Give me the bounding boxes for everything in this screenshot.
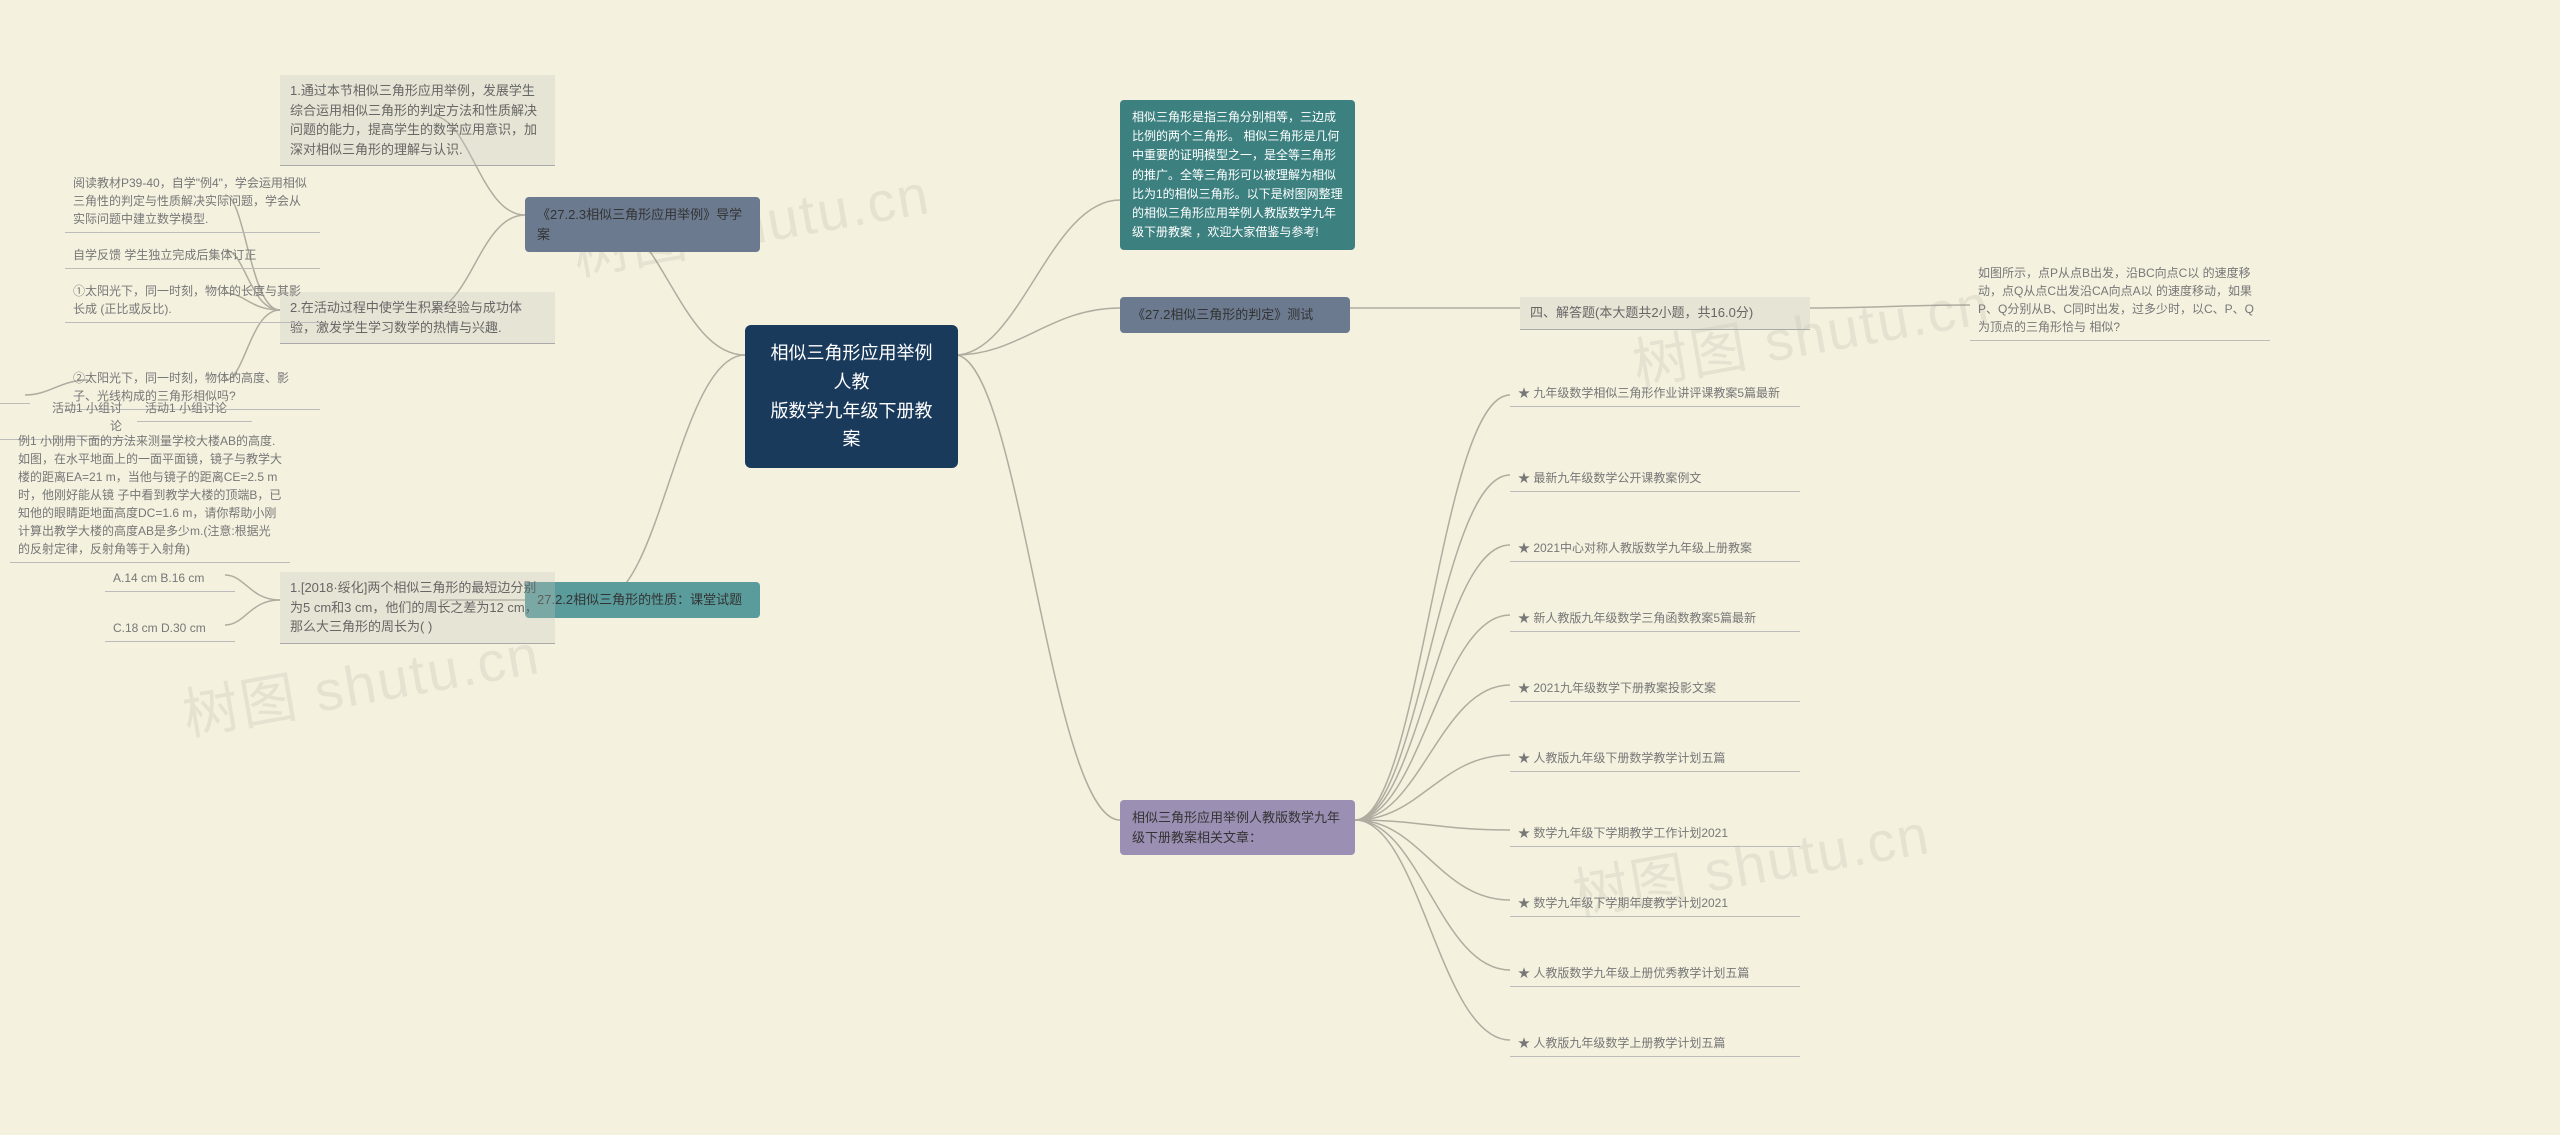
related-title-node[interactable]: 相似三角形应用举例人教版数学九年级下册教案相关文章： bbox=[1120, 800, 1355, 855]
related-item[interactable]: ★ 2021中心对称人教版数学九年级上册教案 bbox=[1510, 535, 1800, 562]
activity-visible: 活动1 小组讨论 bbox=[137, 395, 252, 422]
related-item[interactable]: ★ 九年级数学相似三角形作业讲评课教案5篇最新 bbox=[1510, 380, 1800, 407]
guide-title-node[interactable]: 《27.2.3相似三角形应用举例》导学案 bbox=[525, 197, 760, 252]
related-item[interactable]: ★ 人教版九年级下册数学教学计划五篇 bbox=[1510, 745, 1800, 772]
guide-sub1: 阅读教材P39-40，自学"例4"，学会运用相似三角性的判定与性质解决实际问题，… bbox=[65, 170, 320, 233]
related-item[interactable]: ★ 新人教版九年级数学三角函数教案5篇最新 bbox=[1510, 605, 1800, 632]
related-item[interactable]: ★ 数学九年级下学期教学工作计划2021 bbox=[1510, 820, 1800, 847]
center-node[interactable]: 相似三角形应用举例人教 版数学九年级下册教案 bbox=[745, 325, 958, 468]
intro-node[interactable]: 相似三角形是指三角分别相等，三边成比例的两个三角形。 相似三角形是几何中重要的证… bbox=[1120, 100, 1355, 250]
center-line1: 相似三角形应用举例人教 bbox=[771, 343, 933, 392]
class-title-node[interactable]: 27.2.2相似三角形的性质：课堂试题 bbox=[525, 582, 760, 618]
opt-c: C.18 cm D.30 cm bbox=[105, 615, 235, 642]
guide-item2[interactable]: 2.在活动过程中使学生积累经验与成功体验，激发学生学习数学的热情与兴趣. bbox=[280, 292, 555, 344]
test-content-node: 如图所示，点P从点B出发，沿BC向点C以 的速度移动，点Q从点C出发沿CA向点A… bbox=[1970, 260, 2270, 341]
guide-sub2: 自学反馈 学生独立完成后集体订正 bbox=[65, 242, 320, 269]
test-title-node[interactable]: 《27.2相似三角形的判定》测试 bbox=[1120, 297, 1350, 333]
related-item[interactable]: ★ 人教版数学九年级上册优秀教学计划五篇 bbox=[1510, 960, 1800, 987]
related-item[interactable]: ★ 人教版九年级数学上册教学计划五篇 bbox=[1510, 1030, 1800, 1057]
center-line2: 版数学九年级下册教案 bbox=[771, 401, 933, 450]
related-item[interactable]: ★ 数学九年级下学期年度教学计划2021 bbox=[1510, 890, 1800, 917]
opt-a: A.14 cm B.16 cm bbox=[105, 565, 235, 592]
test-sub-node[interactable]: 四、解答题(本大题共2小题，共16.0分) bbox=[1520, 297, 1810, 330]
related-item[interactable]: ★ 2021九年级数学下册教案投影文案 bbox=[1510, 675, 1800, 702]
example-node: 例1 小刚用下面的方法来测量学校大楼AB的高度.如图，在水平地面上的一面平面镜，… bbox=[10, 428, 290, 563]
guide-item1[interactable]: 1.通过本节相似三角形应用举例，发展学生综合运用相似三角形的判定方法和性质解决问… bbox=[280, 75, 555, 166]
class-q-node[interactable]: 1.[2018·绥化]两个相似三角形的最短边分别为5 cm和3 cm，他们的周长… bbox=[280, 572, 555, 644]
related-item[interactable]: ★ 最新九年级数学公开课教案例文 bbox=[1510, 465, 1800, 492]
guide-sub3: ①太阳光下，同一时刻，物体的长度与其影长成 (正比或反比). bbox=[65, 278, 320, 323]
